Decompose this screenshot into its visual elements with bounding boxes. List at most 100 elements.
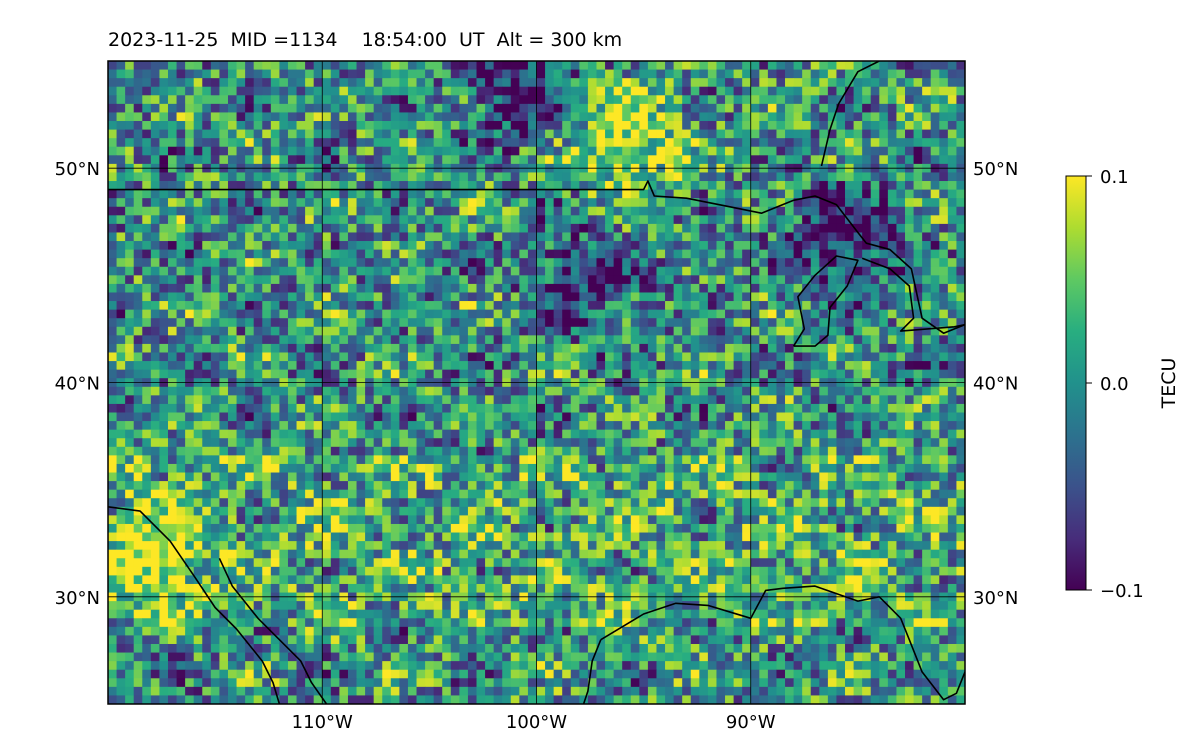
heatmap-cell — [767, 95, 777, 105]
heatmap-cell — [450, 438, 460, 448]
heatmap-cell — [279, 301, 289, 311]
heatmap-cell — [733, 292, 743, 302]
heatmap-cell — [699, 112, 709, 122]
heatmap-cell — [947, 112, 957, 122]
heatmap-cell — [347, 95, 357, 105]
heatmap-cell — [656, 215, 666, 225]
heatmap-cell — [536, 352, 546, 362]
heatmap-cell — [947, 395, 957, 405]
heatmap-cell — [399, 181, 409, 190]
heatmap-cell — [759, 215, 769, 225]
heatmap-cell — [536, 258, 546, 268]
heatmap-cell — [527, 121, 537, 130]
heatmap-cell — [227, 129, 237, 139]
heatmap-cell — [108, 258, 117, 268]
heatmap-cell — [262, 386, 272, 396]
heatmap-cell — [185, 86, 195, 96]
heatmap-cell — [425, 95, 435, 105]
heatmap-cell — [253, 463, 263, 473]
heatmap-cell — [176, 412, 186, 422]
heatmap-cell — [613, 241, 623, 251]
heatmap-cell — [330, 369, 340, 379]
heatmap-cell — [373, 241, 383, 251]
heatmap-cell — [407, 369, 417, 379]
heatmap-cell — [605, 112, 615, 122]
heatmap-cell — [236, 369, 246, 379]
heatmap-cell — [219, 78, 229, 88]
heatmap-cell — [510, 198, 520, 208]
heatmap-cell — [587, 421, 597, 431]
heatmap-cell — [622, 146, 632, 156]
heatmap-cell — [159, 361, 169, 371]
heatmap-cell — [425, 189, 435, 199]
heatmap-cell — [930, 412, 940, 422]
heatmap-cell — [793, 215, 803, 225]
heatmap-cell — [116, 275, 126, 285]
heatmap-cell — [373, 386, 383, 396]
heatmap-cell — [133, 421, 143, 431]
heatmap-cell — [862, 189, 872, 199]
heatmap-cell — [450, 95, 460, 105]
heatmap-cell — [613, 232, 623, 242]
heatmap-cell — [253, 335, 263, 345]
heatmap-cell — [125, 69, 135, 79]
heatmap-cell — [536, 223, 546, 233]
heatmap-cell — [150, 146, 160, 156]
heatmap-cell — [159, 395, 169, 405]
heatmap-cell — [785, 395, 794, 405]
heatmap-cell — [433, 292, 443, 302]
heatmap-cell — [108, 181, 117, 190]
heatmap-cell — [596, 146, 606, 156]
heatmap-cell — [536, 326, 546, 336]
heatmap-cell — [879, 386, 889, 396]
heatmap-cell — [339, 395, 349, 405]
heatmap-cell — [365, 112, 375, 122]
heatmap-cell — [827, 258, 837, 268]
heatmap-cell — [587, 481, 597, 491]
heatmap-cell — [210, 318, 220, 328]
heatmap-cell — [613, 249, 623, 259]
heatmap-cell — [279, 103, 289, 113]
heatmap-cell — [253, 309, 263, 319]
heatmap-cell — [227, 112, 237, 122]
heatmap-cell — [930, 309, 940, 319]
heatmap-cell — [339, 198, 349, 208]
heatmap-cell — [896, 438, 906, 448]
heatmap-cell — [785, 292, 794, 302]
heatmap-cell — [605, 463, 615, 473]
heatmap-cell — [510, 249, 520, 259]
heatmap-cell — [750, 232, 760, 242]
heatmap-cell — [587, 223, 597, 233]
heatmap-cell — [253, 275, 263, 285]
heatmap-cell — [587, 198, 597, 208]
heatmap-cell — [956, 386, 965, 396]
heatmap-cell — [870, 309, 880, 319]
heatmap-cell — [202, 69, 212, 79]
heatmap-cell — [142, 155, 152, 165]
heatmap-cell — [467, 189, 477, 199]
heatmap-cell — [570, 292, 580, 302]
heatmap-cell — [767, 78, 777, 88]
heatmap-cell — [793, 438, 803, 448]
heatmap-cell — [485, 146, 495, 156]
heatmap-cell — [270, 301, 280, 311]
heatmap-cell — [416, 121, 426, 130]
heatmap-cell — [485, 61, 495, 70]
heatmap-cell — [887, 481, 897, 491]
heatmap-cell — [236, 266, 246, 276]
heatmap-cell — [827, 206, 837, 216]
heatmap-cell — [185, 446, 195, 456]
heatmap-cell — [425, 472, 435, 482]
heatmap-cell — [245, 472, 255, 482]
heatmap-cell — [673, 481, 683, 491]
heatmap-cell — [390, 335, 400, 345]
heatmap-cell — [116, 292, 126, 302]
heatmap-cell — [622, 429, 632, 439]
heatmap-cell — [613, 326, 623, 336]
heatmap-cell — [630, 429, 640, 439]
heatmap-cell — [227, 61, 237, 70]
heatmap-cell — [339, 86, 349, 96]
heatmap-cell — [733, 241, 743, 251]
heatmap-cell — [810, 335, 820, 345]
heatmap-cell — [853, 326, 863, 336]
